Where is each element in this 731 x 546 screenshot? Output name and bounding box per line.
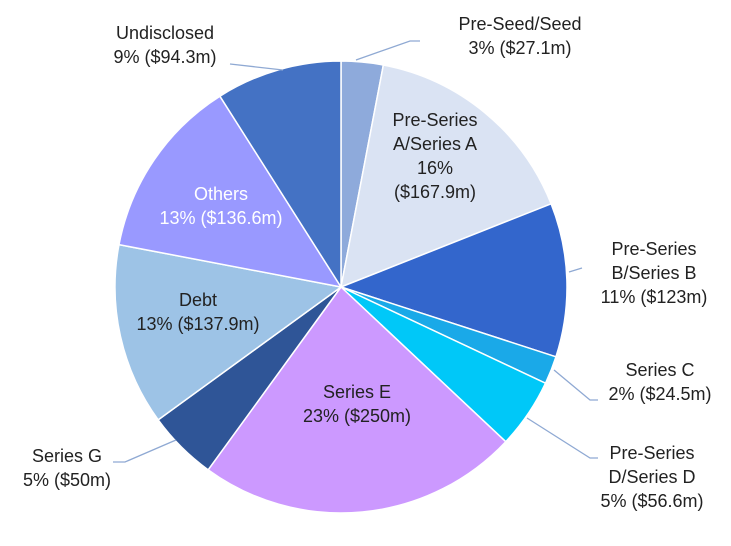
- slice-label-line: 2% ($24.5m): [608, 384, 711, 404]
- slice-label-line: B/Series B: [611, 263, 696, 283]
- leader-line-pre-series-d-series-d: [526, 417, 598, 459]
- slice-label-series-e: Series E 23% ($250m): [303, 382, 411, 426]
- leader-line-pre-series-b-series-b: [568, 267, 583, 273]
- slice-label-line: 5% ($50m): [23, 470, 111, 490]
- slice-label-line: Others: [194, 184, 248, 204]
- slice-label-line: Series G: [32, 446, 102, 466]
- slice-label-line: Pre-Series: [392, 110, 477, 130]
- slice-label-line: 3% ($27.1m): [468, 38, 571, 58]
- slice-label-line: Pre-Series: [611, 239, 696, 259]
- slice-label-line: 16%: [417, 158, 453, 178]
- slice-pre-series-a-series-a: [340, 64, 552, 288]
- slice-label-line: Pre-Series: [609, 443, 694, 463]
- slice-label-debt: Debt 13% ($137.9m): [136, 290, 259, 334]
- leader-lines: [113, 40, 598, 463]
- slice-label-pre-series-a-series-a: Pre-Series A/Series A 16% ($167.9m): [392, 110, 477, 202]
- slice-labels: Pre-Seed/Seed 3% ($27.1m) Pre-Series A/Seri…: [23, 14, 712, 511]
- slice-label-line: 23% ($250m): [303, 406, 411, 426]
- slice-label-line: 5% ($56.6m): [600, 491, 703, 511]
- pie-slices: [114, 60, 568, 514]
- slice-debt: [114, 243, 342, 421]
- slice-label-line: 9% ($94.3m): [113, 47, 216, 67]
- slice-label-line: D/Series D: [608, 467, 695, 487]
- slice-label-undisclosed: Undisclosed 9% ($94.3m): [113, 23, 216, 67]
- slice-label-line: 13% ($137.9m): [136, 314, 259, 334]
- slice-others: [118, 95, 342, 288]
- slice-label-line: 13% ($136.6m): [159, 208, 282, 228]
- slice-label-line: 11% ($123m): [601, 287, 708, 307]
- slice-pre-series-b-series-b: [340, 203, 568, 358]
- slice-label-series-g: Series G 5% ($50m): [23, 446, 111, 490]
- slice-label-line: A/Series A: [393, 134, 477, 154]
- slice-label-series-c: Series C 2% ($24.5m): [608, 360, 711, 404]
- slice-label-pre-series-b-series-b: Pre-Series B/Series B 11% ($123m): [601, 239, 708, 307]
- slice-series-e: [207, 286, 507, 514]
- leader-line-series-g: [113, 439, 177, 463]
- leader-line-pre-seed-seed: [355, 40, 420, 61]
- slice-label-line: Pre-Seed/Seed: [458, 14, 581, 34]
- slice-label-line: Debt: [179, 290, 217, 310]
- slice-label-pre-seed-seed: Pre-Seed/Seed 3% ($27.1m): [458, 14, 581, 58]
- slice-label-line: Series C: [625, 360, 694, 380]
- leader-line-undisclosed: [229, 63, 284, 71]
- leader-line-series-c: [553, 369, 598, 401]
- slice-label-pre-series-d-series-d: Pre-Series D/Series D 5% ($56.6m): [600, 443, 703, 511]
- slice-label-line: Undisclosed: [116, 23, 214, 43]
- slice-label-line: Series E: [323, 382, 391, 402]
- slice-label-others: Others 13% ($136.6m): [159, 184, 282, 228]
- slice-label-line: ($167.9m): [394, 182, 476, 202]
